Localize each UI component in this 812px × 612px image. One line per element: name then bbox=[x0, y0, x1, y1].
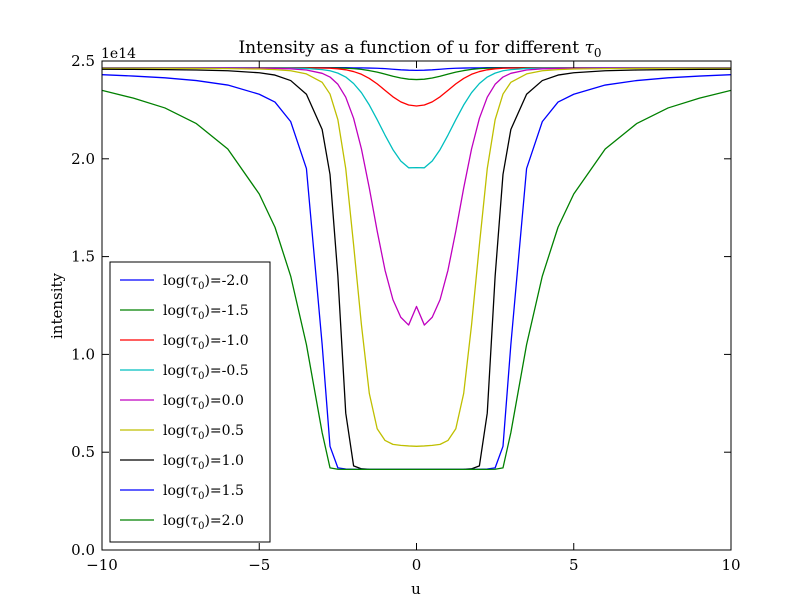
legend-entry: log(τ0)=-2.0 bbox=[163, 273, 249, 292]
legend-entry: log(τ0)=1.5 bbox=[163, 483, 244, 502]
y-tick-label: 0.5 bbox=[71, 443, 95, 461]
y-tick-label: 1.5 bbox=[71, 248, 95, 266]
series-line-5 bbox=[102, 67, 731, 326]
legend-entry: log(τ0)=0.0 bbox=[163, 393, 244, 412]
legend-entry: log(τ0)=2.0 bbox=[163, 513, 244, 532]
legend-entry: log(τ0)=0.5 bbox=[163, 423, 244, 442]
legend-box bbox=[109, 261, 271, 543]
x-axis-label: u bbox=[411, 580, 421, 598]
series-line-6 bbox=[102, 67, 731, 447]
chart-title: Intensity as a function of u for differe… bbox=[238, 38, 601, 60]
series-line-9 bbox=[102, 89, 731, 471]
x-tick-label: −5 bbox=[248, 556, 270, 574]
x-tick-label: 5 bbox=[569, 556, 579, 574]
y-tick-label: 1.0 bbox=[71, 345, 95, 363]
y-tick-label: 2.5 bbox=[71, 52, 95, 70]
legend-entry: log(τ0)=-0.5 bbox=[163, 363, 249, 382]
legend-entry: log(τ0)=-1.5 bbox=[163, 303, 249, 322]
x-tick-label: 0 bbox=[412, 556, 422, 574]
y-tick-label: 2.0 bbox=[71, 150, 95, 168]
x-tick-label: −10 bbox=[86, 556, 118, 574]
x-tick-label: 10 bbox=[721, 556, 740, 574]
y-offset-label: 1e14 bbox=[101, 46, 136, 62]
legend-entry: log(τ0)=1.0 bbox=[163, 453, 244, 472]
legend-entry: log(τ0)=-1.0 bbox=[163, 333, 249, 352]
series-line-4 bbox=[102, 67, 731, 169]
legend: log(τ0)=-2.0 log(τ0)=-1.5 log(τ0)=-1.0 log(… bbox=[109, 261, 271, 543]
y-tick-label: 0.0 bbox=[71, 541, 95, 559]
y-axis-label: intensity bbox=[48, 272, 66, 339]
series-lines bbox=[102, 67, 731, 471]
plot-area: −10 −5 0 5 100.00.51.01.52.02.5log(τ0)=-2.0l… bbox=[71, 52, 740, 574]
